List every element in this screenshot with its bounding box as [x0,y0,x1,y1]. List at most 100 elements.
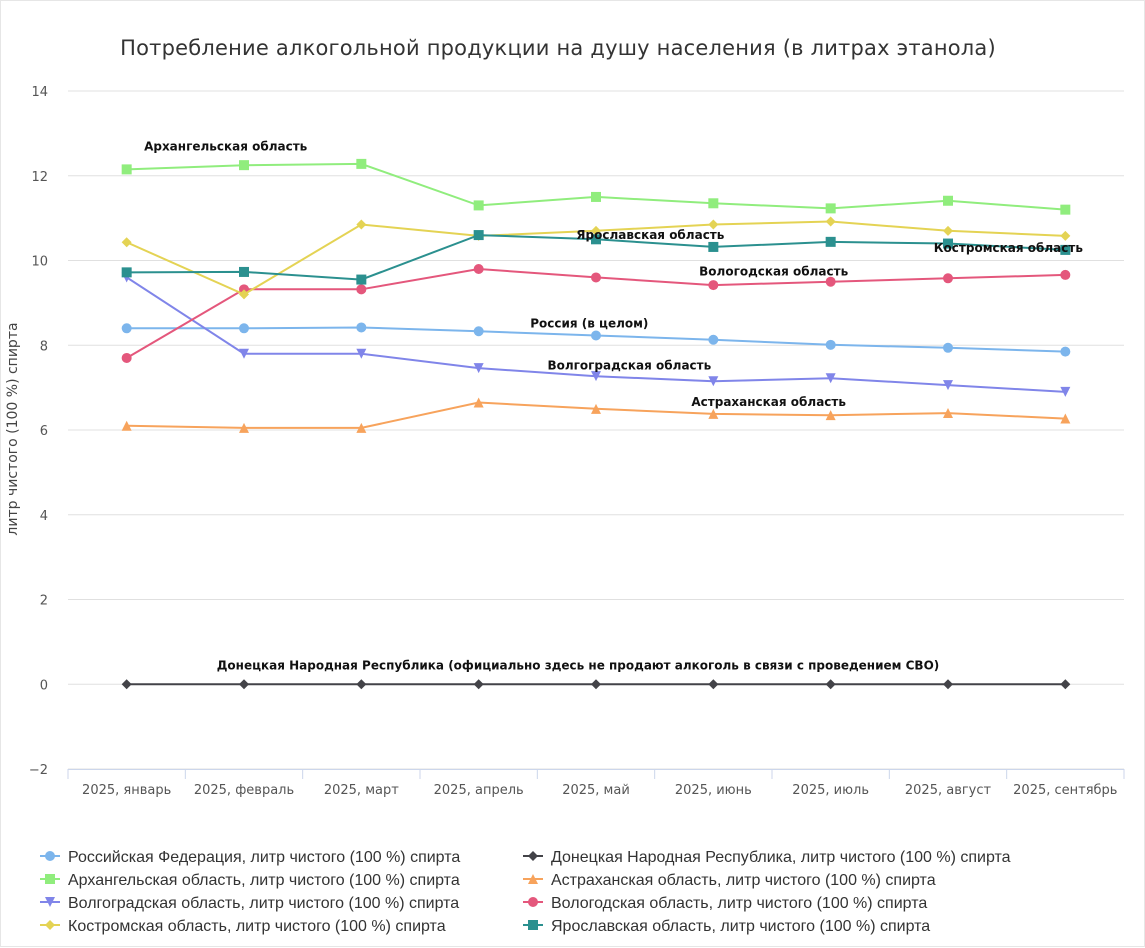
data-point [356,158,367,169]
series-annotation: Ярославская область [576,228,724,242]
data-point [239,289,249,300]
data-point [708,679,719,690]
legend-label: Донецкая Народная Республика, литр чисто… [551,849,1011,866]
data-point [591,191,601,202]
legend-swatch-marker [45,874,55,884]
data-point [473,397,484,408]
data-point [825,679,836,690]
data-point [239,266,249,277]
legend-item[interactable]: Волгоградская область, литр чистого (100… [40,895,459,912]
legend-label: Вологодская область, литр чистого (100 %… [551,895,927,912]
series-line [126,162,1066,211]
data-point [239,160,249,171]
series-2 [121,158,1071,215]
data-point [825,276,836,287]
data-point [473,263,484,274]
data-point [943,195,953,206]
data-point [356,422,367,433]
data-point [825,203,836,214]
data-point [1060,413,1071,424]
data-point [943,380,953,391]
x-tick-label: 2025, июль [792,783,869,798]
series-annotation: Вологодская область [699,265,848,279]
data-point [356,348,367,359]
legend-item[interactable]: Астраханская область, литр чистого (100 … [523,872,936,889]
x-tick-label: 2025, январь [82,783,171,798]
y-axis-label: литр чистого (100 %) спирта [5,322,21,535]
y-tick-label: −2 [29,763,48,778]
data-point [591,371,601,382]
data-point [121,679,132,690]
legend-item[interactable]: Ярославская область, литр чистого (100 %… [523,918,930,935]
legend-label: Волгоградская область, литр чистого (100… [68,895,459,912]
data-point [473,679,484,690]
chart-title: Потребление алкогольной продукции на душ… [120,36,996,60]
legend-label: Российская Федерация, литр чистого (100 … [68,849,460,866]
x-tick-label: 2025, апрель [434,783,524,798]
data-point [1060,230,1071,241]
series-annotation: Россия (в целом) [530,317,648,331]
series-4 [121,272,1071,397]
data-point [1060,269,1071,280]
data-point [1060,346,1071,357]
data-point [239,323,249,334]
legend: Российская Федерация, литр чистого (100 … [40,849,1011,935]
x-tick-label: 2025, август [905,783,992,798]
data-point [943,342,953,353]
series-7 [121,230,1071,285]
series-annotation: Костромская область [934,241,1084,255]
legend-swatch-marker [528,851,538,861]
data-point [121,323,132,334]
data-point [708,408,719,419]
data-point [356,284,367,295]
data-point [239,348,249,359]
legend-label: Архангельская область, литр чистого (100… [68,872,460,889]
data-point [121,164,132,175]
data-point [943,408,953,419]
data-point [121,352,132,363]
data-point [1060,386,1071,397]
data-point [239,679,249,690]
series-annotation: Волгоградская область [547,358,711,372]
data-point [473,363,484,374]
legend-swatch-marker [45,851,55,861]
data-point [473,230,484,241]
series-3 [121,397,1071,433]
data-point [943,679,953,690]
legend-item[interactable]: Костромская область, литр чистого (100 %… [40,918,446,935]
legend-item[interactable]: Архангельская область, литр чистого (100… [40,872,460,889]
y-tick-label: 2 [40,594,48,609]
data-point [473,326,484,337]
legend-label: Астраханская область, литр чистого (100 … [551,872,936,889]
data-point [356,322,367,333]
legend-label: Костромская область, литр чистого (100 %… [68,918,446,935]
series-layer [121,158,1071,690]
data-point [591,272,601,283]
legend-item[interactable]: Вологодская область, литр чистого (100 %… [523,895,927,912]
y-tick-label: 4 [40,509,48,524]
x-tick-label: 2025, март [324,783,399,798]
data-point [1060,679,1071,690]
data-point [591,403,601,414]
data-point [239,422,249,433]
data-point [591,234,601,245]
series-1 [121,679,1071,690]
legend-swatch-marker [528,874,538,884]
y-tick-label: 6 [40,424,48,439]
data-point [708,334,719,345]
data-point [591,225,601,236]
data-point [825,373,836,384]
data-point [121,420,132,431]
data-point [825,236,836,247]
legend-item[interactable]: Российская Федерация, литр чистого (100 … [40,849,460,866]
series-annotation: Астраханская область [691,395,846,409]
legend-item[interactable]: Донецкая Народная Республика, литр чисто… [523,849,1011,866]
series-annotation: Архангельская область [144,139,308,153]
data-point [825,339,836,350]
legend-label: Ярославская область, литр чистого (100 %… [551,918,930,935]
data-point [708,198,719,209]
data-point [1060,204,1071,215]
legend-swatch-marker [45,897,55,907]
